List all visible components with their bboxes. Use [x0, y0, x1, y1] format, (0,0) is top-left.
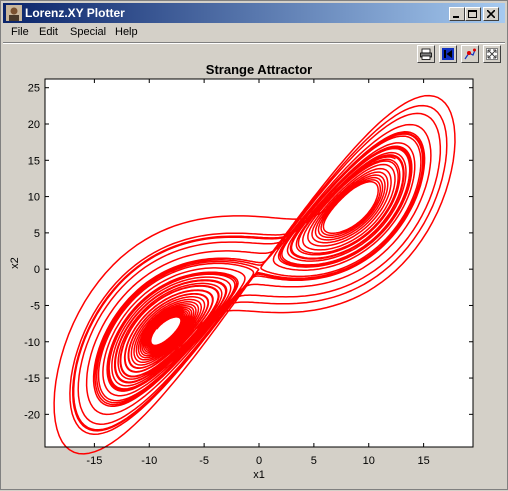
y-tick-label: -10 — [24, 337, 40, 349]
y-tick-label: 10 — [28, 192, 40, 204]
y-tick-label: 5 — [34, 228, 40, 240]
y-axis-label: x2 — [9, 257, 21, 269]
y-tick-label: 0 — [34, 264, 40, 276]
x-tick-label: 15 — [417, 455, 429, 467]
x-tick-label: -10 — [141, 455, 157, 467]
chart-title: Strange Attractor — [206, 62, 312, 77]
y-tick-label: -5 — [30, 300, 40, 312]
y-tick-label: 20 — [28, 119, 40, 131]
x-tick-label: 0 — [256, 455, 262, 467]
x-tick-label: 10 — [363, 455, 375, 467]
x-axis-label: x1 — [253, 469, 265, 481]
x-tick-label: 5 — [311, 455, 317, 467]
y-tick-label: -20 — [24, 409, 40, 421]
y-tick-label: 15 — [28, 155, 40, 167]
x-tick-label: -5 — [199, 455, 209, 467]
x-tick-label: -15 — [86, 455, 102, 467]
attractor-trace — [54, 96, 455, 454]
y-tick-label: -15 — [24, 373, 40, 385]
y-tick-label: 25 — [28, 83, 40, 95]
